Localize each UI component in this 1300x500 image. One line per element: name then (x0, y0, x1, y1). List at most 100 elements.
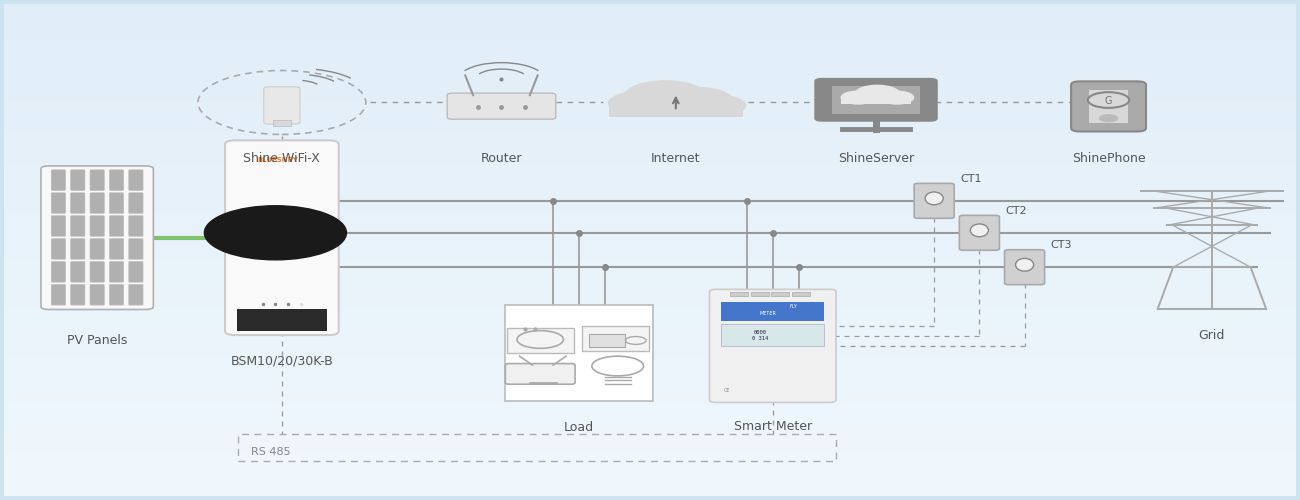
Bar (4, 414, 1296, 417)
FancyBboxPatch shape (90, 284, 104, 305)
FancyBboxPatch shape (70, 193, 84, 214)
FancyBboxPatch shape (722, 302, 824, 322)
Text: PV Panels: PV Panels (68, 334, 127, 346)
Bar (4, 28, 1296, 31)
Bar (4, 122, 1296, 124)
Bar (4, 63, 1296, 66)
Bar (4, 488, 1296, 491)
Bar (4, 260, 1296, 262)
Bar (4, 459, 1296, 462)
Bar (4, 12, 1296, 14)
Bar (4, 56, 1296, 58)
Bar (4, 422, 1296, 424)
Bar (4, 95, 1296, 98)
Bar (4, 356, 1296, 358)
Bar (4, 38, 1296, 41)
FancyBboxPatch shape (225, 140, 339, 335)
Bar (4, 336, 1296, 338)
Bar (4, 316, 1296, 319)
Bar (4, 176, 1296, 178)
Bar (4, 322, 1296, 324)
Bar (4, 434, 1296, 437)
Bar (4, 262, 1296, 265)
Bar (4, 328, 1296, 331)
FancyBboxPatch shape (914, 184, 954, 218)
Bar (4, 400, 1296, 402)
Bar (4, 68, 1296, 70)
Bar (4, 370, 1296, 373)
FancyBboxPatch shape (70, 238, 84, 259)
Bar (4, 452, 1296, 454)
Bar (4, 48, 1296, 51)
Ellipse shape (970, 224, 988, 236)
Bar (4, 88, 1296, 90)
Bar (4, 373, 1296, 376)
Bar (4, 430, 1296, 432)
Bar (4, 398, 1296, 400)
Bar (4, 277, 1296, 280)
FancyBboxPatch shape (608, 102, 744, 117)
Bar (4, 392, 1296, 395)
Bar (4, 196, 1296, 198)
Bar (4, 86, 1296, 88)
Bar (4, 60, 1296, 63)
FancyBboxPatch shape (51, 170, 65, 190)
FancyBboxPatch shape (1005, 250, 1045, 284)
Bar (4, 306, 1296, 309)
Bar (4, 16, 1296, 19)
Bar (4, 137, 1296, 140)
Circle shape (1100, 115, 1118, 121)
FancyBboxPatch shape (815, 79, 937, 120)
Text: CE: CE (724, 388, 731, 392)
Text: RS 485: RS 485 (251, 448, 290, 458)
FancyBboxPatch shape (90, 193, 104, 214)
Text: Router: Router (481, 152, 523, 164)
Bar (4, 184, 1296, 186)
Bar (4, 41, 1296, 43)
Bar (4, 405, 1296, 407)
FancyBboxPatch shape (507, 328, 573, 353)
Bar (4, 149, 1296, 152)
FancyBboxPatch shape (1089, 90, 1128, 123)
FancyBboxPatch shape (90, 238, 104, 259)
Bar (4, 248, 1296, 250)
Bar (4, 326, 1296, 328)
Bar (4, 216, 1296, 218)
Bar (4, 105, 1296, 108)
Bar (4, 147, 1296, 149)
Bar (4, 24, 1296, 26)
Bar (4, 194, 1296, 196)
Bar (4, 358, 1296, 360)
Bar (4, 378, 1296, 380)
Text: BSM10/20/30K-B: BSM10/20/30K-B (230, 354, 333, 368)
Bar (4, 302, 1296, 304)
Bar (4, 299, 1296, 302)
Bar (4, 142, 1296, 144)
Bar (4, 169, 1296, 172)
FancyBboxPatch shape (731, 292, 749, 296)
Bar (4, 66, 1296, 68)
FancyBboxPatch shape (832, 86, 920, 115)
Bar (4, 78, 1296, 80)
Bar (4, 152, 1296, 154)
Bar (4, 388, 1296, 390)
Text: CT2: CT2 (1005, 206, 1027, 216)
Bar (4, 130, 1296, 132)
Bar (4, 464, 1296, 466)
Bar (4, 410, 1296, 412)
Bar (4, 258, 1296, 260)
Bar (4, 110, 1296, 112)
Bar (4, 469, 1296, 471)
Bar (4, 213, 1296, 216)
FancyBboxPatch shape (959, 216, 1000, 250)
Bar (4, 353, 1296, 356)
Bar (4, 178, 1296, 181)
Bar (4, 446, 1296, 449)
Text: Grid: Grid (1199, 328, 1225, 342)
FancyBboxPatch shape (51, 284, 65, 305)
Text: BLUESNPY: BLUESNPY (257, 156, 299, 162)
Bar (4, 351, 1296, 353)
Bar (4, 144, 1296, 147)
FancyBboxPatch shape (129, 170, 143, 190)
Bar (4, 201, 1296, 203)
